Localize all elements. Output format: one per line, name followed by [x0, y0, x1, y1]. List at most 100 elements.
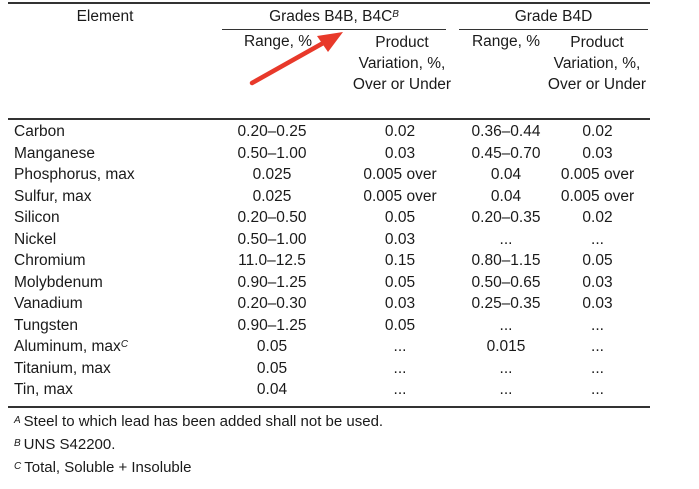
cell-element-label: Chromium — [14, 252, 86, 269]
cell-element-label: Manganese — [14, 144, 96, 162]
footnote: B UNS S42200. — [14, 433, 383, 456]
cell-range-a: 0.20–0.30 — [237, 295, 307, 312]
cell-range-a: 0.025 — [252, 166, 292, 183]
cell-range-a: 0.20–0.25 — [237, 123, 307, 140]
cell-range-b: 0.04 — [490, 187, 522, 205]
table-row: Molybdenum 0.90–1.25 0.05 0.50–0.65 0.03 — [0, 272, 699, 294]
cell-element-label: Tungsten — [14, 316, 79, 334]
cell-element-label: Molybdenum — [14, 273, 103, 291]
footnote-mark: B — [14, 438, 21, 449]
cell-range-b: ... — [499, 230, 513, 248]
header-product-variation-b: Product Variation, %, Over or Under — [547, 34, 647, 93]
cell-range-a: 0.20–0.50 — [237, 209, 307, 226]
table-bottom-rule — [8, 406, 650, 408]
cell-element: Titanium, max — [14, 358, 111, 380]
footnote-text: Total, Soluble + Insoluble — [24, 459, 192, 476]
cell-element: Sulfur, max — [14, 186, 92, 208]
cell-range-a: 0.50–1.00 — [237, 144, 307, 162]
cell-product-variation-a: 0.15 — [384, 252, 416, 269]
cell-product-variation-a: 0.03 — [384, 230, 416, 248]
cell-range-b: 0.36–0.44 — [471, 123, 541, 140]
cell-element: Tin, max — [14, 379, 73, 401]
footnotes: A Steel to which lead has been added shal… — [14, 410, 383, 479]
group-a-span-rule — [222, 29, 446, 30]
cell-product-variation-b: ... — [591, 359, 604, 377]
table-header-rule — [8, 118, 650, 120]
cell-product-variation-b: 0.005 over — [560, 187, 635, 205]
cell-element-label: Nickel — [14, 230, 57, 248]
cell-element: Manganese — [14, 143, 95, 165]
cell-product-variation-b: 0.005 over — [560, 166, 635, 183]
cell-product-variation-b: 0.03 — [582, 273, 613, 291]
cell-product-variation-a: 0.005 over — [363, 166, 437, 183]
table-row: Aluminum, maxC 0.05... 0.015... — [0, 336, 699, 358]
cell-range-b: 0.50–0.65 — [471, 273, 541, 291]
cell-product-variation-a: 0.03 — [384, 144, 416, 162]
cell-product-variation-a: 0.03 — [384, 295, 416, 312]
header-range-a: Range, % — [243, 33, 313, 50]
cell-product-variation-b: 0.02 — [582, 209, 613, 226]
cell-element-label: Carbon — [14, 123, 65, 140]
cell-product-variation-a: 0.05 — [384, 273, 416, 291]
header-grades-footnote-mark: B — [392, 9, 399, 20]
cell-range-a: 11.0–12.5 — [238, 252, 306, 269]
cell-product-variation-b: 0.03 — [582, 144, 613, 162]
cell-product-variation-a: 0.02 — [384, 123, 416, 140]
footnote: A Steel to which lead has been added shal… — [14, 410, 383, 433]
header-range-b: Range, % — [471, 33, 541, 50]
footnote-text: UNS S42200. — [23, 436, 116, 453]
table-row: Tin, max 0.04......... — [0, 379, 699, 401]
table-row: Sulfur, max 0.025 0.005 over 0.04 0.005 over — [0, 186, 699, 208]
group-b-span-rule — [459, 29, 648, 30]
header-element: Element — [76, 8, 134, 25]
cell-range-b: 0.25–0.35 — [471, 295, 541, 312]
cell-range-b: 0.015 — [486, 338, 526, 355]
cell-range-a: 0.05 — [256, 338, 288, 355]
cell-range-b: ... — [499, 316, 513, 334]
cell-element-label: Titanium, max — [14, 359, 111, 377]
cell-element: Tungsten — [14, 315, 78, 337]
header-grades-b4b-b4c: Grades B4B, B4CB — [222, 7, 446, 27]
cell-range-a: 0.90–1.25 — [237, 316, 307, 334]
cell-range-b: ... — [499, 381, 513, 398]
cell-range-b: ... — [499, 359, 513, 377]
cell-range-a: 0.025 — [252, 187, 292, 205]
cell-element: Nickel — [14, 229, 56, 251]
header-grade-b4d: Grade B4D — [514, 8, 593, 25]
cell-product-variation-b: 0.05 — [582, 252, 613, 269]
cell-product-variation-b: 0.03 — [582, 295, 613, 312]
cell-product-variation-a: 0.05 — [384, 316, 416, 334]
header-grades-b4b-b4c-label: Grades B4B, B4C — [269, 8, 393, 25]
cell-product-variation-b: ... — [591, 381, 604, 398]
cell-range-a: 0.04 — [256, 381, 288, 398]
table-row: Silicon 0.20–0.50 0.05 0.20–0.35 0.02 — [0, 207, 699, 229]
table-row: Manganese 0.50–1.00 0.03 0.45–0.70 0.03 — [0, 143, 699, 165]
cell-range-b: 0.20–0.35 — [471, 209, 541, 226]
cell-element-label: Vanadium — [14, 295, 83, 312]
cell-element-footnote-mark: C — [120, 339, 129, 350]
cell-product-variation-a: 0.005 over — [363, 187, 437, 205]
cell-range-a: 0.05 — [256, 359, 288, 377]
cell-range-a: 0.90–1.25 — [237, 273, 307, 291]
footnote-text: Steel to which lead has been added shall… — [23, 413, 384, 430]
cell-element: Carbon — [14, 121, 65, 143]
cell-product-variation-a: ... — [393, 359, 407, 377]
table-row: Phosphorus, max 0.025 0.005 over 0.04 0.005 … — [0, 164, 699, 186]
footnote: C Total, Soluble + Insoluble — [14, 456, 383, 479]
cell-element: Molybdenum — [14, 272, 103, 294]
cell-element: Aluminum, maxC — [14, 336, 128, 358]
cell-element: Chromium — [14, 250, 85, 272]
table-row: Tungsten 0.90–1.25 0.05...... — [0, 315, 699, 337]
footnote-mark: A — [14, 415, 21, 426]
cell-range-b: 0.45–0.70 — [471, 144, 541, 162]
cell-element-label: Aluminum, max — [14, 338, 121, 355]
cell-element-label: Silicon — [14, 209, 60, 226]
cell-product-variation-a: ... — [393, 338, 407, 355]
header-product-variation-a: Product Variation, %, Over or Under — [352, 34, 452, 93]
table-top-rule — [8, 2, 650, 4]
table-row: Carbon 0.20–0.25 0.02 0.36–0.44 0.02 — [0, 121, 699, 143]
cell-product-variation-b: 0.02 — [582, 123, 613, 140]
table-row: Chromium 11.0–12.5 0.15 0.80–1.15 0.05 — [0, 250, 699, 272]
cell-product-variation-b: ... — [591, 338, 604, 355]
